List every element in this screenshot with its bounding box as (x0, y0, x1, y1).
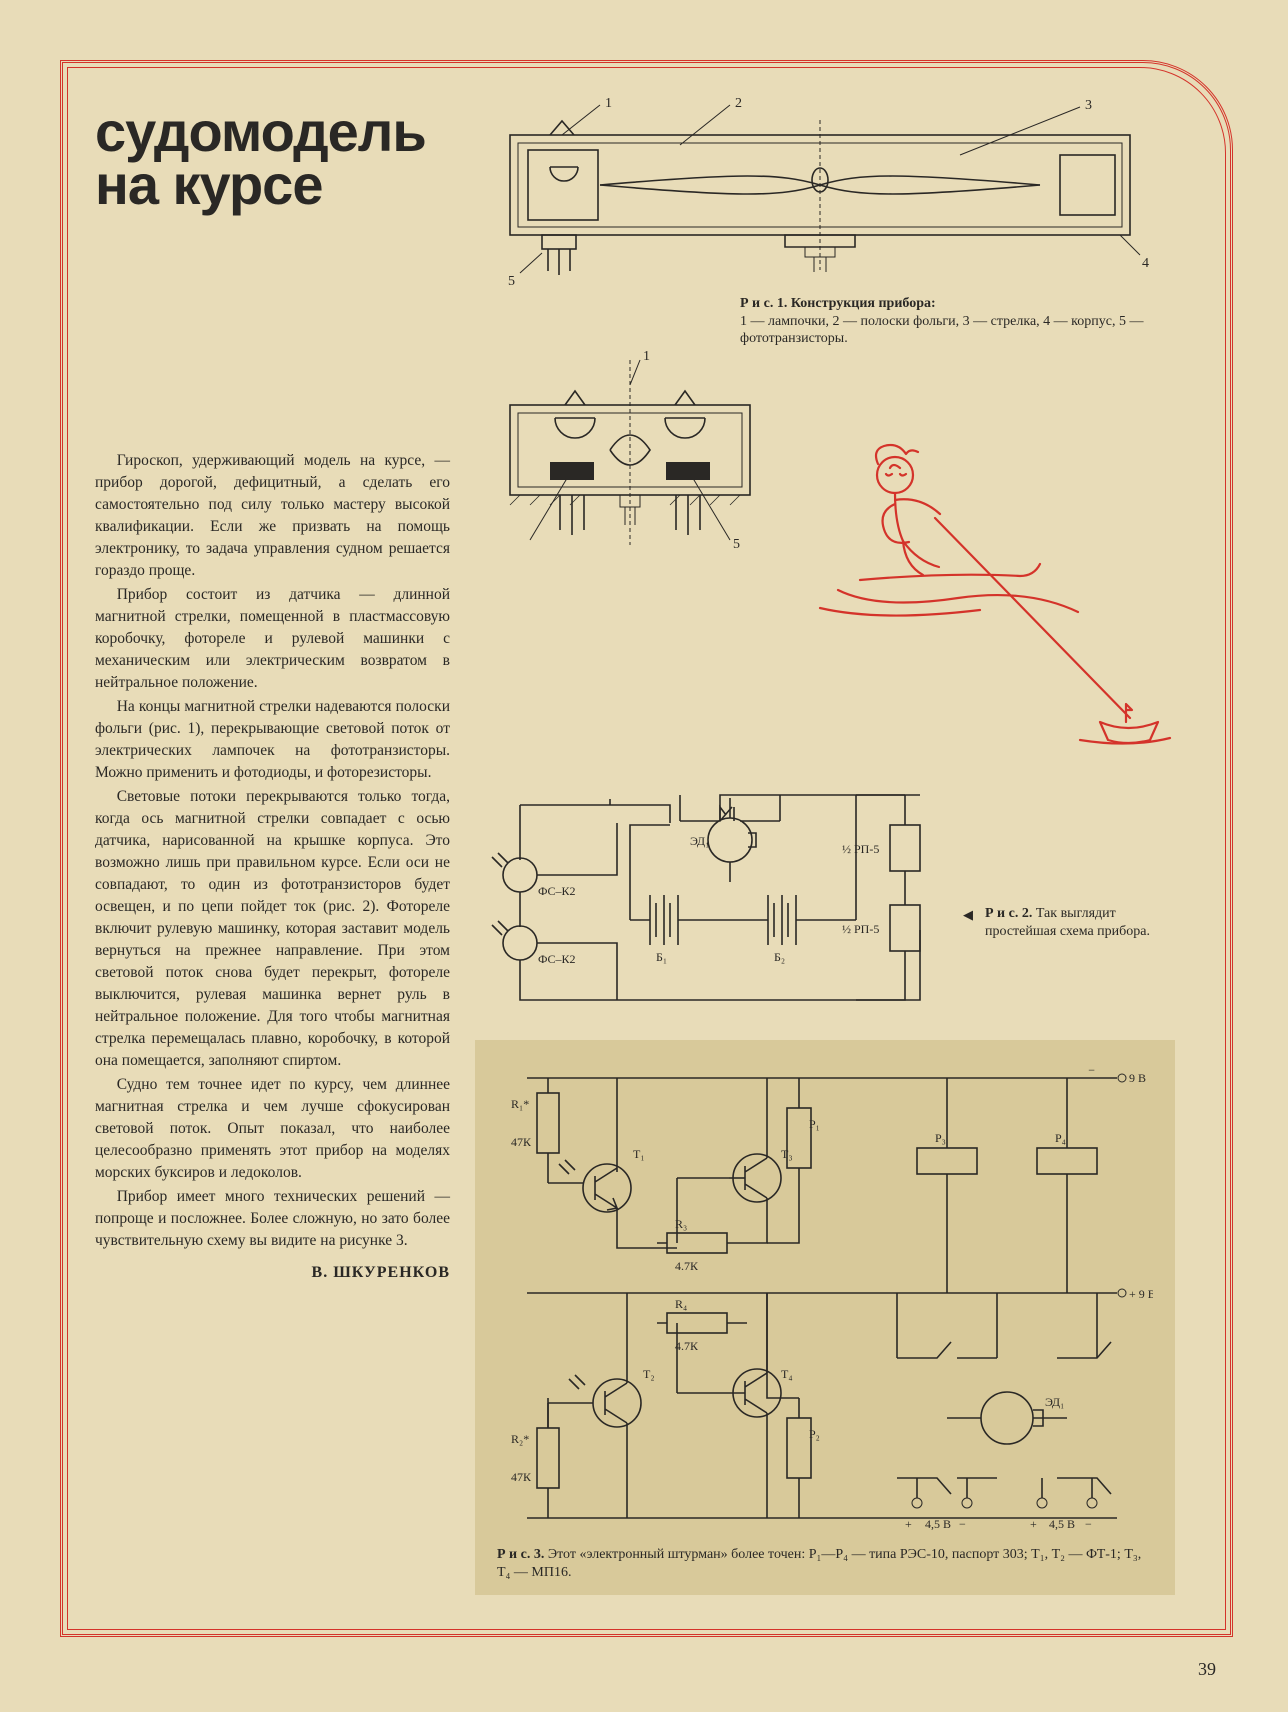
paragraph: Прибор состоит из датчика — длинной магн… (95, 584, 450, 694)
svg-text:ЭД₁: ЭД₁ (690, 834, 709, 848)
figure-1-top: 1 2 3 4 5 (480, 95, 1170, 290)
figure-2-svg: ФС–К2 ФС–К2 ЭД₁ Б₁ Б₂ ½ РП-5 ½ РП-5 (480, 785, 960, 1020)
callout-4: 4 (1142, 256, 1149, 271)
svg-text:5: 5 (733, 537, 740, 550)
svg-text:4,5 В: 4,5 В (1049, 1517, 1075, 1531)
article-body: Гироскоп, удерживающий модель на курсе, … (95, 450, 450, 1285)
callout-1: 1 (605, 96, 612, 111)
author-name: В. ШКУРЕНКОВ (95, 1262, 450, 1285)
figure-2: ФС–К2 ФС–К2 ЭД₁ Б₁ Б₂ ½ РП-5 ½ РП-5 (480, 785, 960, 1020)
paragraph: Световые потоки перекрываются только тог… (95, 786, 450, 1072)
svg-text:R₄: R₄ (675, 1297, 687, 1311)
svg-text:ФС–К2: ФС–К2 (538, 884, 576, 898)
svg-text:−: − (1085, 1517, 1092, 1531)
title-line-1: судомодель (95, 105, 426, 158)
svg-text:Р₁: Р₁ (809, 1117, 820, 1131)
svg-text:Т₂: Т₂ (643, 1367, 655, 1381)
callout-5: 5 (508, 274, 515, 289)
figure-2-caption-bold: Р и с. 2. (985, 906, 1032, 921)
svg-text:−: − (959, 1517, 966, 1531)
figure-3: R₁* 47К Т₁ Т₃ Р₁ Р₃ Р₄ R₃ 4.7К R₄ 4.7К R… (475, 1040, 1175, 1595)
svg-text:+: + (905, 1517, 912, 1531)
paragraph: Прибор имеет много технических решений —… (95, 1186, 450, 1252)
svg-text:ФС–К2: ФС–К2 (538, 952, 576, 966)
svg-text:4.7К: 4.7К (675, 1339, 699, 1353)
callout-3: 3 (1085, 98, 1092, 113)
figure-3-caption-text: Этот «электронный штурман» более точен: … (497, 1547, 1141, 1580)
cartoon-illustration (800, 440, 1180, 770)
svg-text:ЭД₁: ЭД₁ (1045, 1395, 1064, 1409)
svg-text:4,5 В: 4,5 В (925, 1517, 951, 1531)
figure-3-caption: Р и с. 3. Этот «электронный штурман» бол… (497, 1546, 1153, 1581)
figure-3-caption-bold: Р и с. 3. (497, 1547, 544, 1562)
svg-text:½ РП-5: ½ РП-5 (842, 842, 879, 856)
figure-1-caption-text: 1 — лампочки, 2 — полоски фольги, 3 — ст… (740, 314, 1143, 347)
article-title: судомодель на курсе (95, 105, 426, 211)
svg-text:Б₂: Б₂ (774, 950, 785, 964)
svg-text:Т₄: Т₄ (781, 1367, 793, 1381)
figure-1-caption-bold: Р и с. 1. Конструкция прибора: (740, 296, 936, 311)
figure-1-side: 1 5 (480, 350, 780, 550)
figure-2-caption: Р и с. 2. Так выглядит простейшая схема … (985, 905, 1175, 940)
svg-text:½ РП-5: ½ РП-5 (842, 922, 879, 936)
figure-3-svg: R₁* 47К Т₁ Т₃ Р₁ Р₃ Р₄ R₃ 4.7К R₄ 4.7К R… (497, 1058, 1153, 1538)
figure-1-top-svg: 1 2 3 4 5 (480, 95, 1160, 290)
svg-text:Р₄: Р₄ (1055, 1131, 1066, 1145)
svg-text:Т₃: Т₃ (781, 1147, 793, 1161)
svg-text:−: − (1088, 1063, 1095, 1077)
page-number: 39 (1198, 1659, 1216, 1680)
svg-text:47К: 47К (511, 1135, 532, 1149)
title-line-2: на курсе (95, 158, 426, 211)
svg-text:4.7К: 4.7К (675, 1259, 699, 1273)
svg-text:+: + (1030, 1517, 1037, 1531)
svg-text:47К: 47К (511, 1470, 532, 1484)
svg-text:R₁*: R₁* (511, 1097, 529, 1111)
paragraph: Судно тем точнее идет по курсу, чем длин… (95, 1074, 450, 1184)
svg-text:R₂*: R₂* (511, 1432, 529, 1446)
svg-text:Т₁: Т₁ (633, 1147, 645, 1161)
svg-text:1: 1 (643, 350, 650, 364)
figure-1-caption: Р и с. 1. Конструкция прибора: 1 — лампо… (740, 295, 1160, 348)
paragraph: Гироскоп, удерживающий модель на курсе, … (95, 450, 450, 582)
svg-text:Б₁: Б₁ (656, 950, 667, 964)
svg-text:R₃: R₃ (675, 1217, 687, 1231)
svg-text:+ 9 В: + 9 В (1129, 1287, 1153, 1301)
figure-1-side-svg: 1 5 (480, 350, 780, 550)
svg-text:Р₃: Р₃ (935, 1131, 946, 1145)
svg-text:Р₂: Р₂ (809, 1427, 820, 1441)
paragraph: На концы магнитной стрелки надеваются по… (95, 696, 450, 784)
callout-2: 2 (735, 96, 742, 111)
svg-text:9 В: 9 В (1129, 1071, 1146, 1085)
